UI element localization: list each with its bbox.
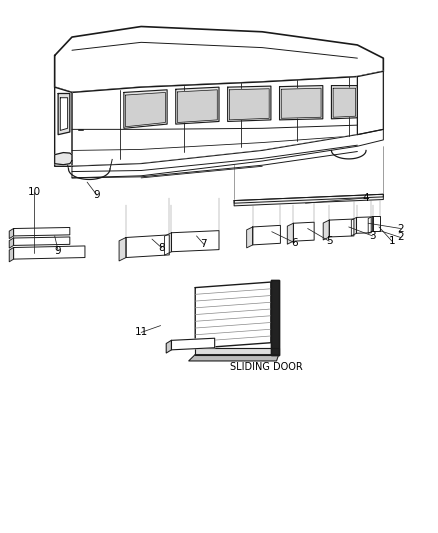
Polygon shape (14, 246, 85, 259)
Polygon shape (55, 27, 383, 92)
Polygon shape (195, 282, 271, 348)
Polygon shape (72, 71, 383, 166)
Text: SLIDING DOOR: SLIDING DOOR (230, 362, 303, 372)
Polygon shape (60, 98, 67, 131)
Polygon shape (281, 88, 321, 118)
Polygon shape (126, 235, 169, 257)
Polygon shape (323, 220, 329, 240)
Polygon shape (230, 89, 269, 120)
Text: 8: 8 (159, 243, 165, 253)
Polygon shape (357, 71, 383, 135)
Polygon shape (247, 227, 253, 248)
Polygon shape (9, 238, 14, 248)
Text: 11: 11 (134, 327, 148, 337)
Text: 9: 9 (94, 190, 100, 200)
Text: 2: 2 (397, 232, 404, 243)
Polygon shape (14, 228, 70, 236)
Polygon shape (58, 93, 70, 135)
Polygon shape (9, 229, 14, 239)
Polygon shape (333, 88, 356, 117)
Polygon shape (357, 217, 371, 233)
Polygon shape (228, 86, 271, 122)
Polygon shape (293, 222, 314, 241)
Polygon shape (171, 231, 219, 252)
Text: 2: 2 (397, 223, 404, 233)
Polygon shape (176, 87, 219, 124)
Polygon shape (279, 86, 323, 120)
Polygon shape (234, 194, 383, 206)
Polygon shape (171, 338, 215, 350)
Polygon shape (271, 280, 279, 354)
Polygon shape (332, 86, 357, 119)
Polygon shape (9, 247, 14, 262)
Polygon shape (368, 216, 372, 233)
Polygon shape (124, 90, 167, 128)
Text: 9: 9 (55, 246, 61, 256)
Polygon shape (195, 348, 279, 354)
Text: 3: 3 (369, 231, 376, 241)
Text: 10: 10 (27, 187, 40, 197)
Polygon shape (287, 223, 293, 244)
Polygon shape (329, 219, 354, 237)
Polygon shape (55, 152, 72, 165)
Polygon shape (253, 225, 280, 245)
Polygon shape (165, 233, 171, 255)
Polygon shape (351, 217, 357, 236)
Polygon shape (14, 237, 70, 245)
Polygon shape (119, 238, 126, 261)
Text: 4: 4 (363, 193, 369, 203)
Polygon shape (234, 194, 383, 203)
Text: 5: 5 (326, 236, 332, 246)
Polygon shape (55, 87, 72, 166)
Text: 6: 6 (291, 238, 298, 248)
Polygon shape (166, 341, 171, 353)
Polygon shape (189, 354, 279, 361)
Polygon shape (126, 92, 166, 127)
Polygon shape (372, 216, 380, 231)
Polygon shape (177, 90, 217, 123)
Text: 1: 1 (389, 236, 395, 246)
Polygon shape (72, 130, 383, 178)
Text: 7: 7 (201, 239, 207, 249)
